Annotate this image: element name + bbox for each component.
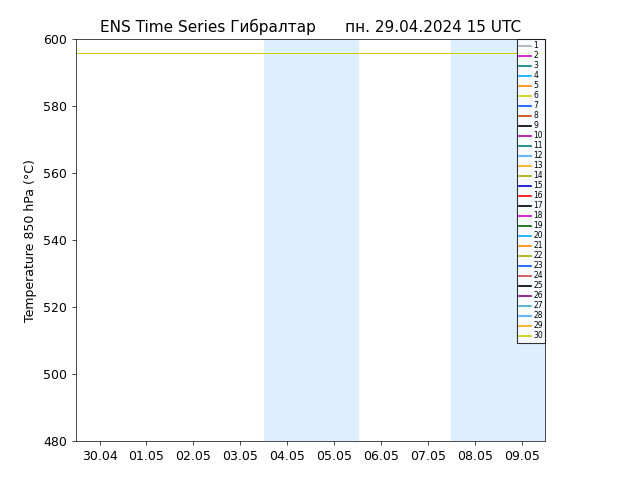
Bar bbox=[264, 39, 358, 441]
Bar bbox=[451, 39, 545, 441]
Legend: 1, 2, 3, 4, 5, 6, 7, 8, 9, 10, 11, 12, 13, 14, 15, 16, 17, 18, 19, 20, 21, 22, 2: 1, 2, 3, 4, 5, 6, 7, 8, 9, 10, 11, 12, 1… bbox=[517, 39, 545, 343]
Y-axis label: Temperature 850 hPa (°C): Temperature 850 hPa (°C) bbox=[25, 159, 37, 321]
Title: ENS Time Series Гибралтар      пн. 29.04.2024 15 UTC: ENS Time Series Гибралтар пн. 29.04.2024… bbox=[100, 19, 521, 35]
